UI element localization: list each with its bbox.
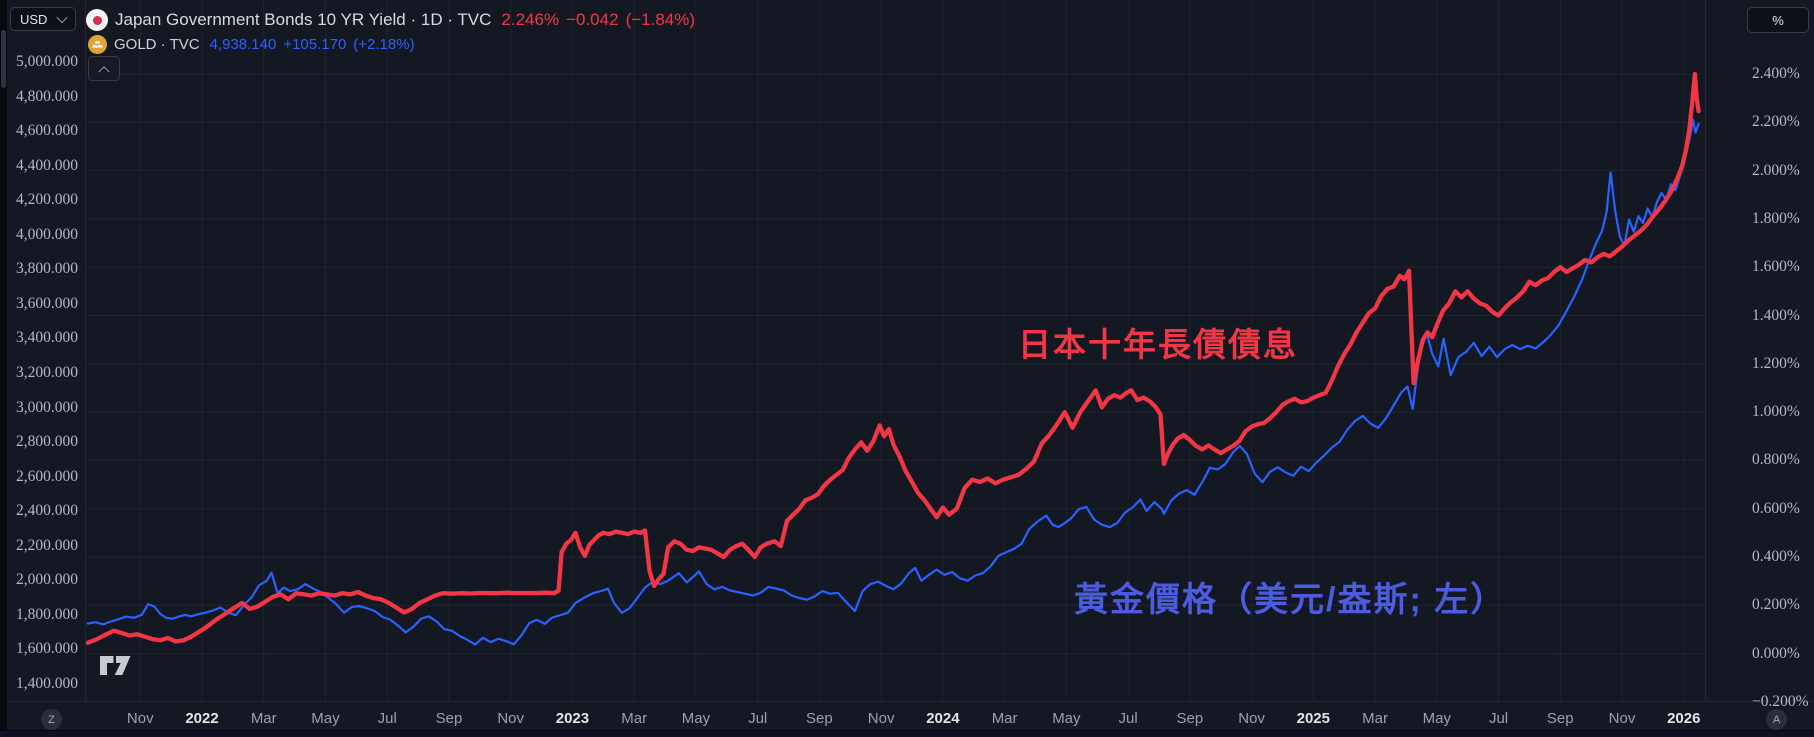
- left-axis-tick-label: 1,800.000: [16, 605, 78, 623]
- gold-symbol-title[interactable]: GOLD · TVC: [114, 35, 200, 53]
- left-axis-tick-label: 4,600.000: [16, 122, 78, 140]
- time-axis-tick-label: Jul: [1118, 710, 1138, 727]
- time-axis-tick-label: Jul: [377, 710, 397, 727]
- time-axis-tick-label: Nov: [497, 710, 525, 727]
- left-axis-tick-label: 2,400.000: [16, 502, 78, 520]
- legend-row-gold[interactable]: GOLD · TVC 4,938.140 +105.170 (+2.18%): [86, 33, 702, 55]
- right-axis-tick-label: 2.200%: [1752, 113, 1800, 131]
- gold-bars-icon: [88, 34, 107, 54]
- time-axis-tick-label: Sep: [806, 710, 833, 727]
- percent-scale-label: %: [1772, 12, 1784, 28]
- left-axis-tick-label: 5,000.000: [16, 53, 78, 70]
- time-axis-tick-label: May: [1052, 710, 1081, 727]
- time-axis-tick-label: Jul: [1488, 710, 1509, 727]
- time-axis-tick-label: 2023: [555, 710, 590, 727]
- time-axis-tick-label: 2022: [185, 710, 219, 727]
- left-axis-tick-label: 3,600.000: [16, 294, 78, 312]
- time-axis-tick-label: Sep: [1546, 710, 1574, 727]
- right-axis-tick-label: 2.000%: [1752, 161, 1800, 179]
- time-axis-tick-label: 2024: [926, 710, 960, 727]
- left-axis-tick-label: 3,200.000: [16, 364, 78, 381]
- time-axis-tick-label: Mar: [991, 710, 1018, 727]
- gold-last-value: 4,938.140: [209, 35, 277, 53]
- time-axis-tick-label: Mar: [250, 710, 277, 727]
- time-axis-border: [0, 701, 1814, 702]
- time-axis-tick-label: Sep: [435, 710, 463, 727]
- main-last-value: 2.246%: [501, 10, 560, 29]
- left-price-scale-border: [85, 0, 86, 701]
- time-axis-tick-label: Jul: [748, 710, 768, 727]
- main-symbol-title[interactable]: Japan Government Bonds 10 YR Yield · 1D …: [115, 10, 492, 29]
- left-axis-tick-label: 4,000.000: [16, 225, 78, 243]
- timezone-label: Z: [48, 713, 55, 726]
- right-axis-tick-label: 1.000%: [1752, 403, 1800, 421]
- right-axis-tick-label: 1.200%: [1752, 354, 1800, 372]
- left-axis-tick-label: 2,600.000: [16, 467, 78, 485]
- gold-annotation-label: 黃金價格（美元/盎斯; 左）: [1074, 581, 1507, 619]
- yield-annotation-label: 日本十年長債債息: [1018, 326, 1298, 363]
- bottom-bar: [0, 730, 1814, 737]
- chevron-down-icon: [56, 11, 68, 24]
- right-axis-tick-label: 1.800%: [1752, 209, 1800, 227]
- gold-price-line[interactable]: [86, 118, 1700, 646]
- time-axis-tick-label: Sep: [1176, 710, 1204, 727]
- time-axis-tick-label: 2025: [1296, 710, 1330, 727]
- time-axis-tick-label: May: [311, 710, 340, 727]
- time-axis-tick-label: Mar: [1362, 710, 1388, 727]
- currency-selector-button[interactable]: USD: [10, 7, 76, 31]
- left-axis-tick-label: 4,800.000: [16, 87, 78, 105]
- left-axis-tick-label: 2,200.000: [16, 536, 78, 554]
- right-price-scale-border: [1705, 0, 1706, 701]
- gold-change: +105.170: [283, 35, 347, 53]
- gold-change-pct: (+2.18%): [353, 35, 415, 53]
- left-axis-tick-label: 3,400.000: [16, 329, 78, 347]
- auto-scale-button[interactable]: A: [1766, 709, 1787, 730]
- time-axis-tick-label: May: [1422, 710, 1451, 727]
- left-scrollbar-track: [0, 0, 7, 730]
- main-change: −0.042: [566, 10, 619, 29]
- time-axis-tick-label: Nov: [1238, 710, 1265, 727]
- auto-scale-label: A: [1772, 713, 1781, 726]
- japan-flag-icon: [86, 9, 108, 31]
- percent-scale-button[interactable]: %: [1747, 7, 1809, 33]
- time-axis-tick-label: Nov: [1608, 710, 1636, 727]
- left-scrollbar-thumb[interactable]: [1, 30, 6, 88]
- left-axis-tick-label: 2,000.000: [16, 571, 78, 589]
- left-axis-tick-label: 4,200.000: [16, 191, 78, 209]
- time-axis-tick-label: 2026: [1667, 710, 1701, 727]
- legend-row-main[interactable]: Japan Government Bonds 10 YR Yield · 1D …: [86, 7, 702, 33]
- legend: Japan Government Bonds 10 YR Yield · 1D …: [86, 7, 702, 55]
- time-axis-tick-label: May: [681, 710, 711, 727]
- right-axis-tick-label: 0.400%: [1752, 548, 1800, 565]
- jgb-yield-line[interactable]: [86, 71, 1701, 645]
- legend-collapse-button[interactable]: [88, 56, 120, 81]
- right-axis-tick-label: 0.200%: [1752, 596, 1800, 614]
- left-axis-tick-label: 1,400.000: [16, 675, 78, 692]
- right-axis-tick-label: 0.800%: [1752, 451, 1800, 469]
- time-axis-tick-label: Nov: [126, 710, 154, 727]
- right-axis-tick-label: 1.400%: [1752, 306, 1800, 324]
- timezone-button[interactable]: Z: [41, 709, 62, 730]
- left-axis-tick-label: 3,800.000: [16, 260, 78, 278]
- left-axis-tick-label: 1,600.000: [16, 640, 78, 658]
- right-axis-tick-label: −0.200%: [1752, 692, 1809, 710]
- right-axis-tick-label: 0.000%: [1752, 644, 1800, 662]
- right-axis-tick-label: 2.400%: [1752, 65, 1800, 82]
- left-axis-tick-label: 4,400.000: [16, 156, 78, 174]
- left-axis-tick-label: 2,800.000: [16, 433, 78, 451]
- right-axis-tick-label: 0.600%: [1752, 499, 1800, 517]
- chevron-up-icon: [98, 65, 110, 77]
- currency-label: USD: [20, 11, 48, 27]
- time-axis-tick-label: Mar: [621, 710, 648, 727]
- main-change-pct: (−1.84%): [625, 10, 696, 29]
- right-axis-tick-label: 1.600%: [1752, 258, 1800, 276]
- left-axis-tick-label: 3,000.000: [16, 398, 78, 416]
- tradingview-logo[interactable]: [99, 653, 137, 684]
- time-axis-tick-label: Nov: [867, 710, 895, 727]
